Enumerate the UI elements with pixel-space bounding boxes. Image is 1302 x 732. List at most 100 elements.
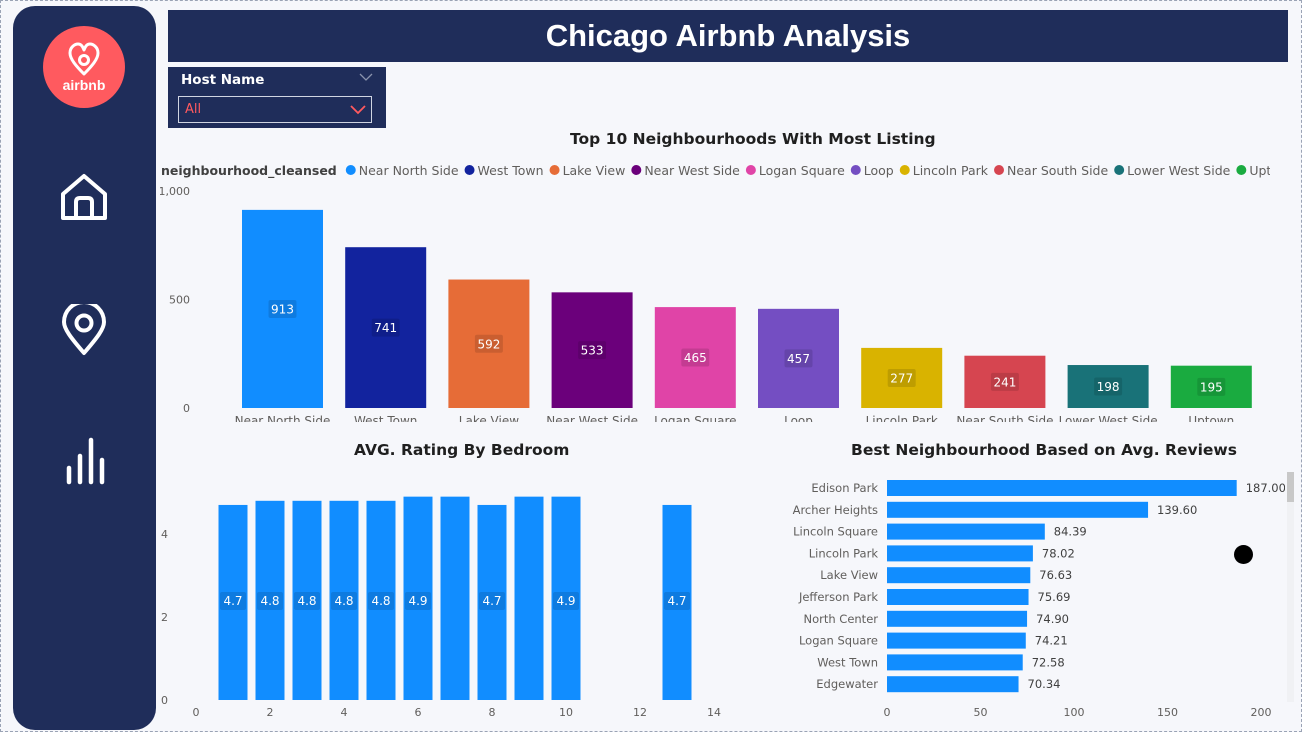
legend-marker	[1114, 165, 1125, 175]
x-tick-label: 200	[1251, 706, 1272, 719]
report-title-bar: Chicago Airbnb Analysis	[168, 10, 1288, 62]
data-label: 533	[581, 344, 604, 358]
data-label-bg	[553, 592, 579, 610]
data-label-bg	[664, 592, 690, 610]
data-label-bg	[887, 368, 916, 387]
x-tick-label: Lake View	[459, 414, 519, 422]
y-tick-label: Archer Heights	[793, 503, 878, 517]
data-label: 4.8	[260, 594, 279, 608]
scrollbar-thumb[interactable]	[1287, 472, 1294, 502]
slicer-label: Host Name	[181, 72, 265, 88]
y-tick-label: 4	[161, 528, 168, 541]
data-label-bg	[368, 592, 394, 610]
data-label: 241	[993, 375, 1016, 389]
x-tick-label: Lincoln Park	[866, 414, 938, 422]
data-label: 72.58	[1032, 655, 1065, 669]
bar	[366, 500, 396, 700]
dropdown-chevron-icon	[350, 105, 366, 115]
x-tick-label: 150	[1157, 706, 1178, 719]
bar	[887, 545, 1033, 562]
data-label: 465	[684, 351, 707, 365]
data-label: 913	[271, 302, 294, 316]
x-tick-label: 6	[415, 706, 422, 719]
bar	[964, 355, 1046, 408]
legend-marker	[850, 165, 861, 175]
data-label: 457	[787, 352, 810, 366]
x-tick-label: 0	[193, 706, 200, 719]
data-label-bg	[681, 348, 710, 367]
bar	[758, 308, 839, 408]
data-label: 4.7	[667, 594, 686, 608]
data-label: 76.63	[1039, 568, 1072, 582]
bar	[403, 496, 433, 700]
legend-item: Lincoln Park	[913, 163, 989, 178]
bar	[329, 500, 359, 700]
y-tick-label: West Town	[817, 655, 878, 669]
y-tick-label: Lincoln Square	[793, 525, 878, 539]
airbnb-logo: airbnb	[43, 26, 125, 108]
bar	[292, 500, 322, 700]
x-tick-label: Loop	[784, 414, 813, 422]
data-label: 195	[1200, 380, 1223, 394]
x-tick-label: 0	[884, 706, 891, 719]
bar	[477, 504, 507, 700]
bar	[887, 480, 1237, 496]
legend-item: Lower West Side	[1127, 163, 1230, 178]
legend-item: Near West Side	[644, 163, 740, 178]
x-tick-label: Near West Side	[546, 414, 638, 422]
bar	[887, 632, 1026, 649]
data-label-bg	[331, 592, 357, 610]
data-label: 75.69	[1038, 590, 1071, 604]
x-tick-label: 100	[1064, 706, 1085, 719]
x-tick-label: Near South Side	[956, 414, 1053, 422]
bar	[887, 523, 1045, 540]
bar	[662, 504, 692, 700]
data-label-bg	[784, 349, 813, 368]
data-label: 4.8	[297, 594, 316, 608]
nav-map-button[interactable]	[61, 300, 107, 356]
data-label: 74.90	[1036, 612, 1069, 626]
bar	[1067, 365, 1149, 408]
data-label-bg	[257, 592, 283, 610]
chart-scrollbar[interactable]	[1287, 472, 1294, 702]
rating-by-bedroom-title: AVG. Rating By Bedroom	[354, 441, 570, 459]
report-title: Chicago Airbnb Analysis	[545, 18, 911, 53]
cursor-dot	[1234, 545, 1253, 564]
data-label-bg	[1197, 377, 1226, 396]
airbnb-mark-icon	[68, 42, 100, 76]
nav-home-button[interactable]	[59, 172, 109, 222]
y-tick-label: 0	[161, 694, 168, 707]
nav-analytics-button[interactable]	[65, 434, 105, 486]
x-tick-label: 50	[974, 706, 988, 719]
bar	[887, 567, 1031, 584]
bar	[887, 589, 1029, 605]
bar	[861, 347, 943, 408]
data-label: 277	[890, 371, 913, 385]
legend-item: Loop	[864, 163, 894, 178]
legend-title: neighbourhood_cleansed	[161, 163, 337, 179]
data-label: 592	[477, 337, 500, 351]
legend-item: Logan Square	[759, 163, 845, 178]
chevron-down-icon[interactable]	[359, 72, 373, 82]
bar	[218, 504, 248, 700]
x-tick-label: 10	[559, 706, 573, 719]
data-label: 4.9	[408, 594, 427, 608]
data-label-bg	[294, 592, 320, 610]
top-neighbourhoods-title: Top 10 Neighbourhoods With Most Listing	[570, 130, 936, 148]
logo-wordmark: airbnb	[62, 77, 106, 93]
host-name-dropdown[interactable]: All	[178, 96, 372, 123]
bar	[887, 654, 1023, 671]
host-name-slicer[interactable]: Host Name All	[168, 67, 386, 128]
data-label-bg	[578, 341, 607, 360]
bar	[887, 610, 1028, 627]
bar	[1170, 365, 1252, 408]
bar-chart-icon	[66, 437, 105, 485]
y-tick-label: 1,000	[160, 185, 190, 198]
y-tick-label: 500	[169, 294, 190, 307]
data-label-bg	[268, 299, 297, 318]
legend-marker	[745, 165, 756, 175]
bar	[448, 279, 530, 408]
sidebar: airbnb	[13, 6, 156, 730]
data-label: 4.7	[482, 594, 501, 608]
bar	[255, 500, 285, 700]
